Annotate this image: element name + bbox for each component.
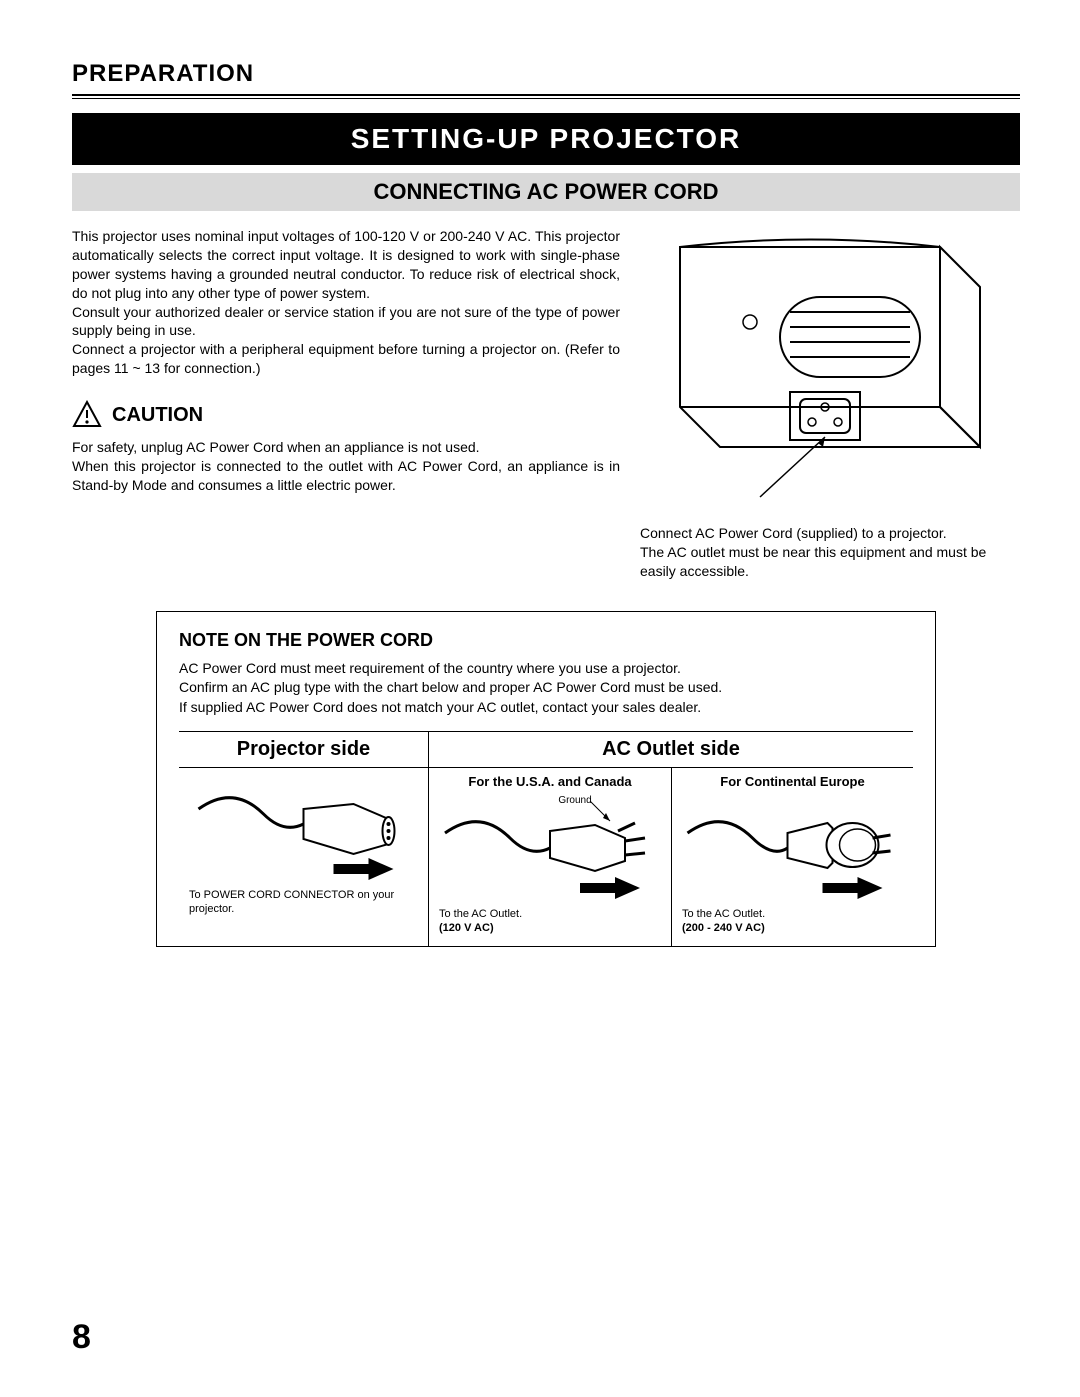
table-cell: To POWER CORD CONNECTOR on your projecto… bbox=[179, 768, 428, 927]
body-paragraph: Connect a projector with a peripheral eq… bbox=[72, 340, 620, 378]
note-line: AC Power Cord must meet requirement of t… bbox=[179, 659, 913, 679]
caution-paragraph: When this projector is connected to the … bbox=[72, 457, 620, 495]
rule-thick bbox=[72, 94, 1020, 96]
caution-icon bbox=[72, 400, 102, 430]
plug-region-title: For the U.S.A. and Canada bbox=[439, 774, 661, 789]
projector-illustration bbox=[640, 227, 1000, 507]
table-sub-row: For the U.S.A. and Canada Ground bbox=[429, 768, 913, 946]
figure-column: Connect AC Power Cord (supplied) to a pr… bbox=[640, 227, 1020, 581]
usa-plug-illustration: Ground bbox=[439, 793, 661, 903]
body-paragraph: Consult your authorized dealer or servic… bbox=[72, 303, 620, 341]
note-line: If supplied AC Power Cord does not match… bbox=[179, 698, 913, 718]
note-title: NOTE ON THE POWER CORD bbox=[179, 630, 913, 651]
plug-caption: To the AC Outlet. (200 - 240 V AC) bbox=[682, 908, 903, 936]
two-column-layout: This projector uses nominal input voltag… bbox=[72, 227, 1020, 581]
figure-caption: Connect AC Power Cord (supplied) to a pr… bbox=[640, 524, 1020, 543]
plug-voltage: (200 - 240 V AC) bbox=[682, 922, 765, 934]
plug-table: Projector side To POWER CORD bbox=[179, 731, 913, 946]
caution-paragraph: For safety, unplug AC Power Cord when an… bbox=[72, 438, 620, 457]
plug-voltage: (120 V AC) bbox=[439, 922, 494, 934]
sub-banner: CONNECTING AC POWER CORD bbox=[72, 173, 1020, 211]
ground-label: Ground bbox=[558, 795, 591, 806]
caution-header: CAUTION bbox=[72, 400, 620, 430]
table-col-outlet: AC Outlet side For the U.S.A. and Canada… bbox=[429, 732, 913, 946]
section-title: PREPARATION bbox=[72, 60, 1020, 88]
plug-caption-text: To the AC Outlet. bbox=[439, 908, 522, 920]
main-banner: SETTING-UP PROJECTOR bbox=[72, 113, 1020, 165]
note-text: AC Power Cord must meet requirement of t… bbox=[179, 659, 913, 718]
eu-plug-illustration bbox=[682, 793, 903, 903]
table-cell-eu: For Continental Europe bbox=[671, 768, 913, 946]
plug-caption: To the AC Outlet. (120 V AC) bbox=[439, 908, 661, 936]
table-header-outlet: AC Outlet side bbox=[429, 732, 913, 768]
table-col-projector: Projector side To POWER CORD bbox=[179, 732, 429, 946]
projector-plug-illustration bbox=[189, 774, 418, 884]
caution-title: CAUTION bbox=[112, 402, 203, 429]
page-number: 8 bbox=[72, 1318, 91, 1357]
table-cell-usa: For the U.S.A. and Canada Ground bbox=[429, 768, 671, 946]
text-column: This projector uses nominal input voltag… bbox=[72, 227, 620, 495]
plug-region-title: For Continental Europe bbox=[682, 774, 903, 789]
body-paragraph: This projector uses nominal input voltag… bbox=[72, 227, 620, 303]
plug-caption: To POWER CORD CONNECTOR on your projecto… bbox=[189, 889, 418, 917]
figure-caption: The AC outlet must be near this equipmen… bbox=[640, 543, 1020, 581]
note-line: Confirm an AC plug type with the chart b… bbox=[179, 678, 913, 698]
plug-caption-text: To the AC Outlet. bbox=[682, 908, 765, 920]
note-box: NOTE ON THE POWER CORD AC Power Cord mus… bbox=[156, 611, 936, 947]
rule-thin bbox=[72, 98, 1020, 99]
page: PREPARATION SETTING-UP PROJECTOR CONNECT… bbox=[0, 0, 1080, 1397]
table-header-projector: Projector side bbox=[179, 732, 428, 768]
